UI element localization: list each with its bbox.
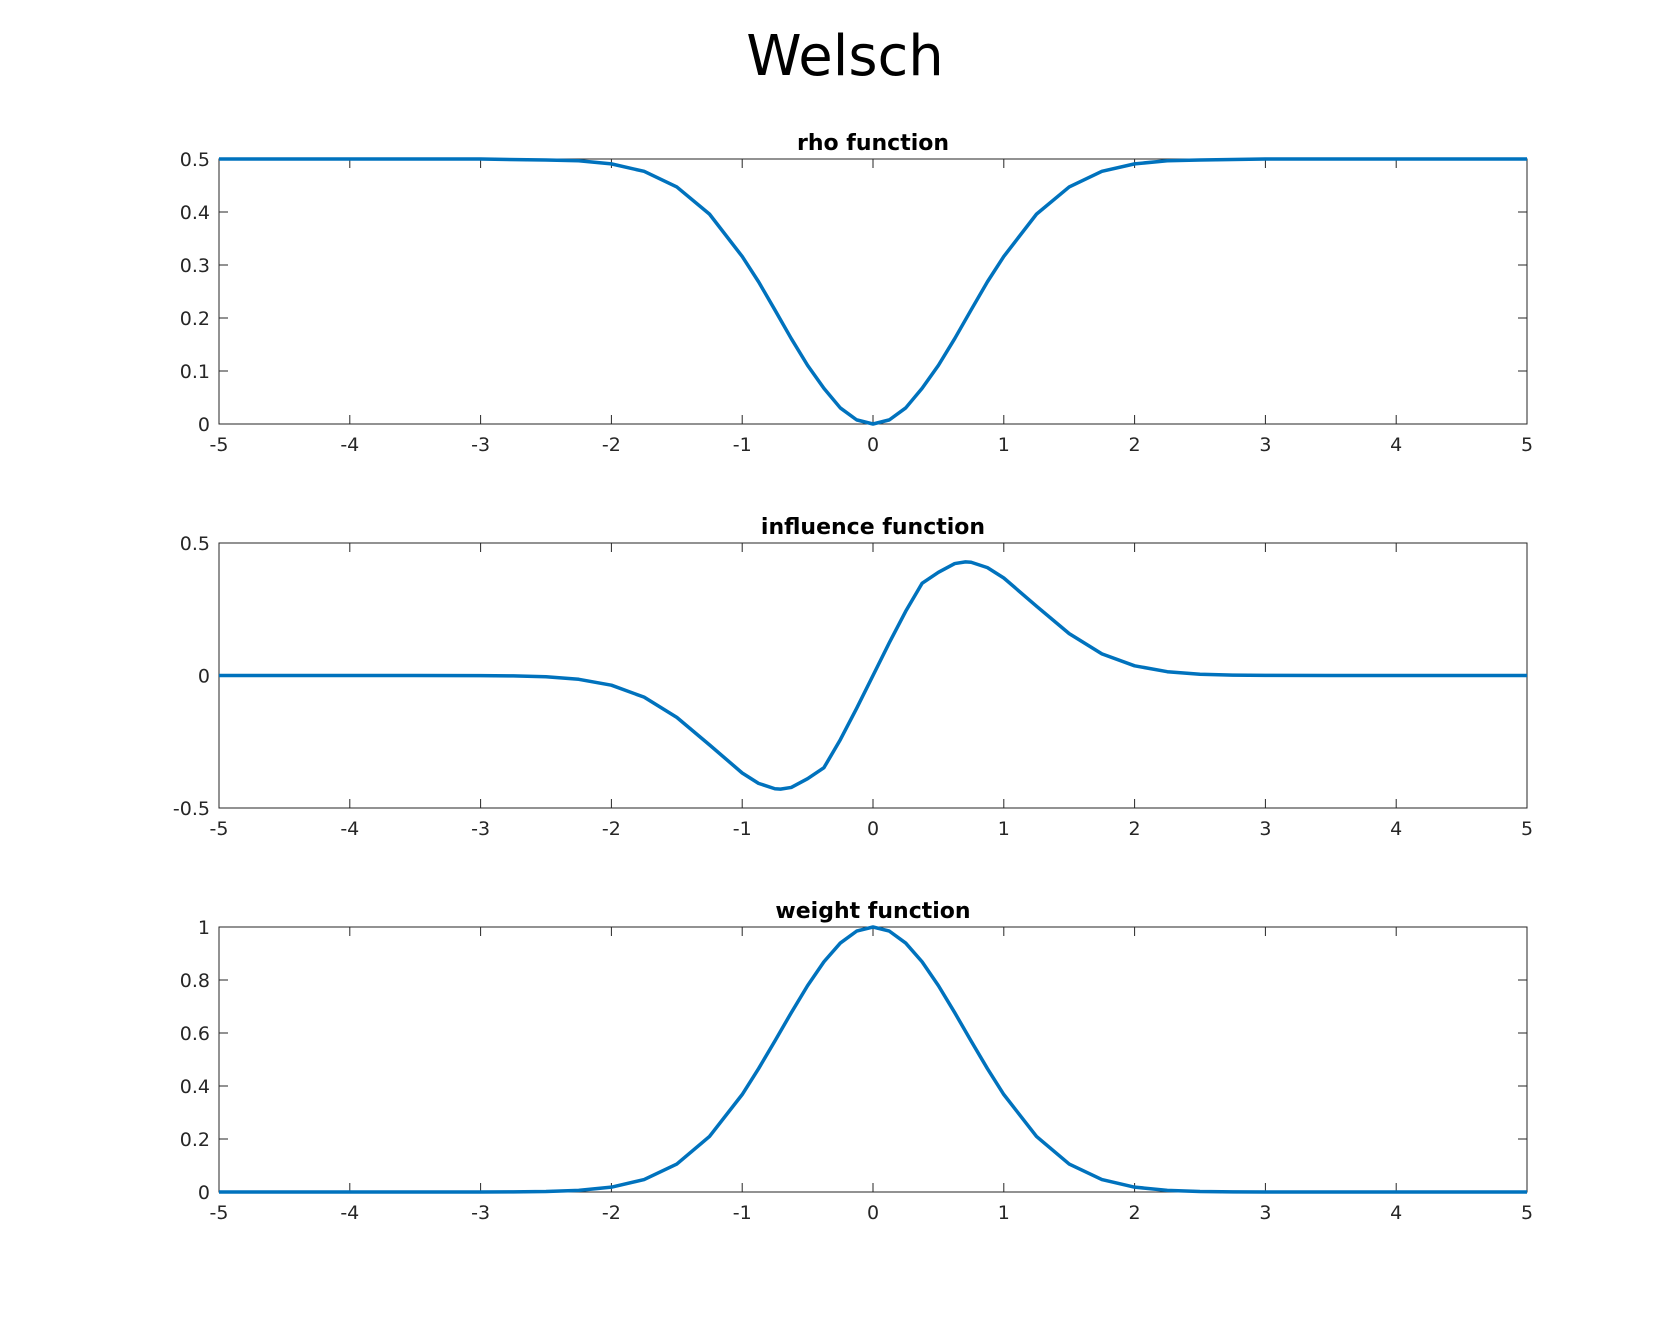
weight-x-tick-label: 4: [1390, 1202, 1402, 1224]
influence-x-tick-label: -4: [340, 818, 359, 840]
weight-y-tick-label: 1: [198, 917, 210, 939]
influence-x-tick-label: -5: [210, 818, 229, 840]
weight-plot-area: [218, 926, 1528, 1193]
rho-y-tick-label: 0.5: [180, 149, 210, 171]
rho-x-tick-label: 4: [1390, 434, 1402, 456]
weight-curve: [219, 925, 1527, 1194]
weight-x-tick-label: -1: [733, 1202, 752, 1224]
weight-y-tick-label: 0.6: [180, 1023, 210, 1045]
influence-plot-title: influence function: [761, 515, 985, 540]
rho-y-tick-label: 0: [198, 414, 210, 436]
influence-y-tick-label: 0.5: [180, 533, 210, 555]
influence-x-tick-label: 1: [998, 818, 1010, 840]
weight-x-tick-label: 5: [1521, 1202, 1533, 1224]
weight-x-tick-label: -2: [602, 1202, 621, 1224]
rho-x-tick-label: -4: [340, 434, 359, 456]
rho-x-tick-label: -5: [210, 434, 229, 456]
weight-y-tick-label: 0: [198, 1182, 210, 1204]
influence-x-tick-label: 2: [1129, 818, 1141, 840]
rho-subplot: rho function -5 -4 -3 -2 -1 0 1 2 3 4 5 0 0.1 0.2 0.3 0.…: [180, 131, 1533, 456]
influence-x-tick-label: 4: [1390, 818, 1402, 840]
weight-subplot: weight function -5 -4 -3 -2 -1 0 1 2 3 4 5 0 0.2 0.4 0.…: [180, 899, 1533, 1224]
rho-x-tick-label: 2: [1129, 434, 1141, 456]
rho-x-tick-label: -3: [471, 434, 490, 456]
influence-y-tick-label: 0: [198, 666, 210, 688]
subplots: rho function -5 -4 -3 -2 -1 0 1 2 3 4 5 0 0.1 0.2 0.3 0.…: [173, 131, 1533, 1224]
weight-y-tick-label: 0.4: [180, 1076, 210, 1098]
influence-x-tick-label: 0: [867, 818, 879, 840]
weight-x-tick-label: -5: [210, 1202, 229, 1224]
influence-x-tick-label: -2: [602, 818, 621, 840]
rho-plot-area: [218, 158, 1528, 425]
influence-x-tick-label: 5: [1521, 818, 1533, 840]
weight-x-tick-label: 1: [998, 1202, 1010, 1224]
weight-y-tick-label: 0.2: [180, 1129, 210, 1151]
influence-x-tick-label: 3: [1259, 818, 1271, 840]
rho-curve: [219, 157, 1527, 426]
rho-y-tick-label: 0.2: [180, 308, 210, 330]
rho-plot-title: rho function: [797, 131, 949, 156]
weight-x-tick-label: -3: [471, 1202, 490, 1224]
weight-x-tick-label: 3: [1259, 1202, 1271, 1224]
weight-x-tick-label: 0: [867, 1202, 879, 1224]
rho-y-tick-label: 0.1: [180, 361, 210, 383]
influence-x-tick-label: -1: [733, 818, 752, 840]
weight-x-tick-label: 2: [1129, 1202, 1141, 1224]
influence-x-tick-label: -3: [471, 818, 490, 840]
rho-x-tick-label: 3: [1259, 434, 1271, 456]
rho-y-tick-label: 0.3: [180, 255, 210, 277]
influence-curve: [219, 560, 1527, 791]
rho-x-tick-label: 1: [998, 434, 1010, 456]
weight-plot-title: weight function: [775, 899, 970, 924]
rho-x-tick-label: 5: [1521, 434, 1533, 456]
weight-y-tick-label: 0.8: [180, 970, 210, 992]
rho-x-tick-label: -2: [602, 434, 621, 456]
figure-title: Welsch: [746, 24, 944, 89]
influence-y-tick-label: -0.5: [173, 798, 210, 820]
rho-x-tick-label: 0: [867, 434, 879, 456]
influence-subplot: influence function -5 -4 -3 -2 -1 0 1 2 3 4 5 -0.5 0 0…: [173, 515, 1533, 840]
rho-y-tick-label: 0.4: [180, 202, 210, 224]
weight-x-tick-label: -4: [340, 1202, 359, 1224]
rho-x-tick-label: -1: [733, 434, 752, 456]
